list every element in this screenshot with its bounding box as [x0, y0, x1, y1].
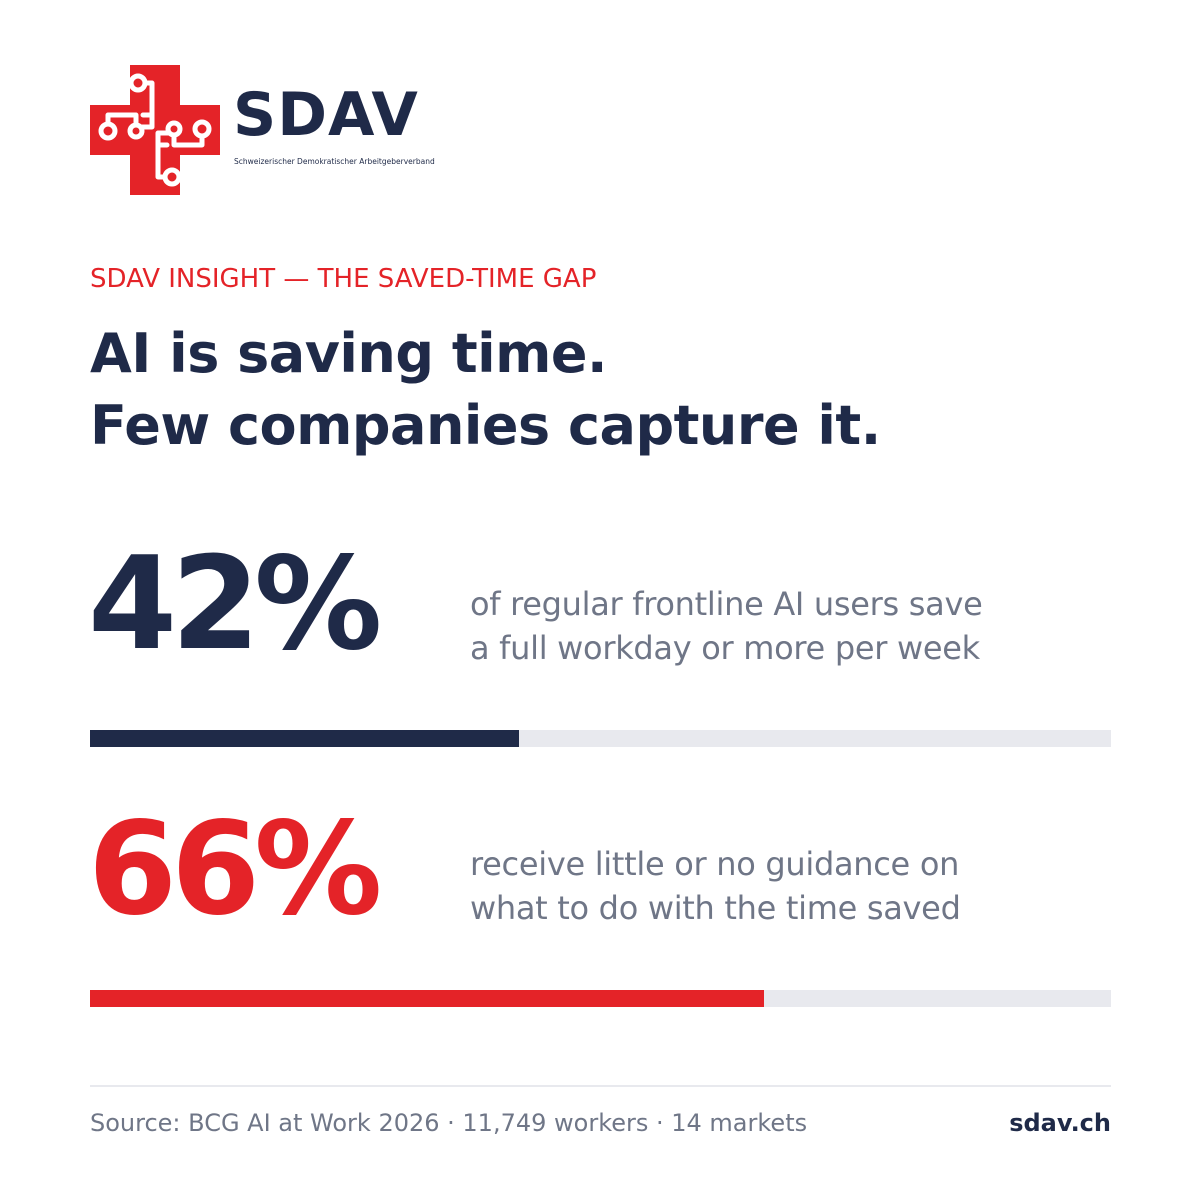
website-link[interactable]: sdav.ch	[1009, 1109, 1111, 1137]
stat-number-2: 66%	[88, 795, 382, 944]
stat-description-1-line-1: of regular frontline AI users save	[470, 585, 983, 623]
page-title: AI is saving time. Few companies capture…	[90, 318, 881, 462]
headline-line-1: AI is saving time.	[90, 322, 608, 385]
progress-bar-1-fill	[90, 730, 519, 747]
stat-description-1-line-2: a full workday or more per week	[470, 629, 980, 667]
brand-subtitle: Schweizerischer Demokratischer Arbeitgeb…	[234, 157, 435, 166]
stat-description-2: receive little or no guidance on what to…	[470, 842, 961, 930]
stat-number-1: 42%	[88, 530, 382, 679]
stat-description-2-line-1: receive little or no guidance on	[470, 845, 960, 883]
progress-bar-1	[90, 730, 1111, 747]
progress-bar-2	[90, 990, 1111, 1007]
progress-bar-2-fill	[90, 990, 764, 1007]
stat-description-2-line-2: what to do with the time saved	[470, 889, 961, 927]
headline-line-2: Few companies capture it.	[90, 394, 881, 457]
brand-logo: SDAV Schweizerischer Demokratischer Arbe…	[90, 65, 435, 195]
brand-name: SDAV	[233, 80, 419, 150]
footer-divider	[90, 1085, 1111, 1087]
source-citation: Source: BCG AI at Work 2026 · 11,749 wor…	[90, 1109, 808, 1137]
stat-description-1: of regular frontline AI users save a ful…	[470, 582, 983, 670]
swiss-cross-circuit-icon	[90, 65, 220, 195]
eyebrow-label: SDAV INSIGHT — THE SAVED-TIME GAP	[90, 264, 597, 294]
